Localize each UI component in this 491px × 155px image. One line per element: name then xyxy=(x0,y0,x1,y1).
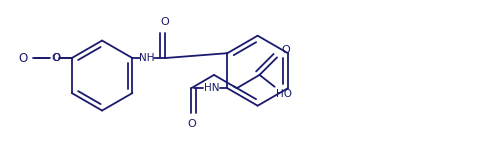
Text: O: O xyxy=(18,52,27,64)
Text: O: O xyxy=(53,53,61,63)
Text: O: O xyxy=(281,45,290,55)
Text: O: O xyxy=(161,17,169,27)
Text: HN: HN xyxy=(204,83,219,93)
Text: O: O xyxy=(187,119,196,129)
Text: HO: HO xyxy=(276,89,292,99)
Text: O: O xyxy=(51,53,60,63)
Text: NH: NH xyxy=(139,53,155,63)
